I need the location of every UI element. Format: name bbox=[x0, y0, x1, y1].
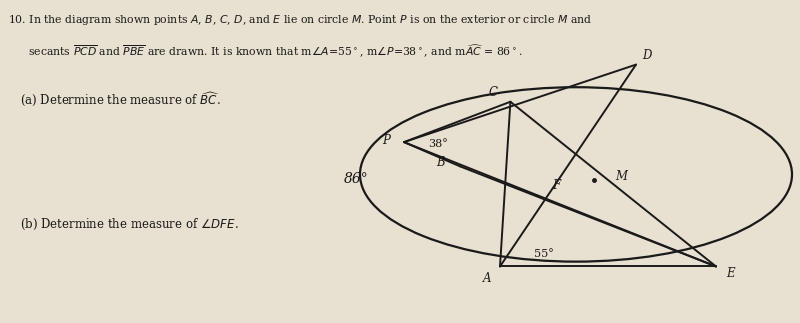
Text: secants $\overline{PCD}$ and $\overline{PBE}$ are drawn. It is known that m$\ang: secants $\overline{PCD}$ and $\overline{… bbox=[28, 42, 522, 59]
Text: 38°: 38° bbox=[428, 139, 448, 149]
Text: C: C bbox=[488, 86, 498, 99]
Text: F: F bbox=[552, 179, 560, 192]
Text: 55°: 55° bbox=[534, 249, 554, 258]
Text: (b) Determine the measure of $\angle DFE$.: (b) Determine the measure of $\angle DFE… bbox=[20, 216, 238, 232]
Text: (a) Determine the measure of $\widehat{BC}$.: (a) Determine the measure of $\widehat{B… bbox=[20, 90, 221, 109]
Text: D: D bbox=[642, 49, 652, 62]
Text: 10. In the diagram shown points $A$, $B$, $C$, $D$, and $E$ lie on circle $M$. P: 10. In the diagram shown points $A$, $B$… bbox=[8, 13, 592, 27]
Text: M: M bbox=[616, 170, 628, 182]
Text: E: E bbox=[726, 267, 734, 280]
Text: B: B bbox=[436, 156, 444, 169]
Text: 86°: 86° bbox=[344, 172, 368, 186]
Text: A: A bbox=[483, 272, 491, 285]
Text: P: P bbox=[382, 134, 390, 147]
